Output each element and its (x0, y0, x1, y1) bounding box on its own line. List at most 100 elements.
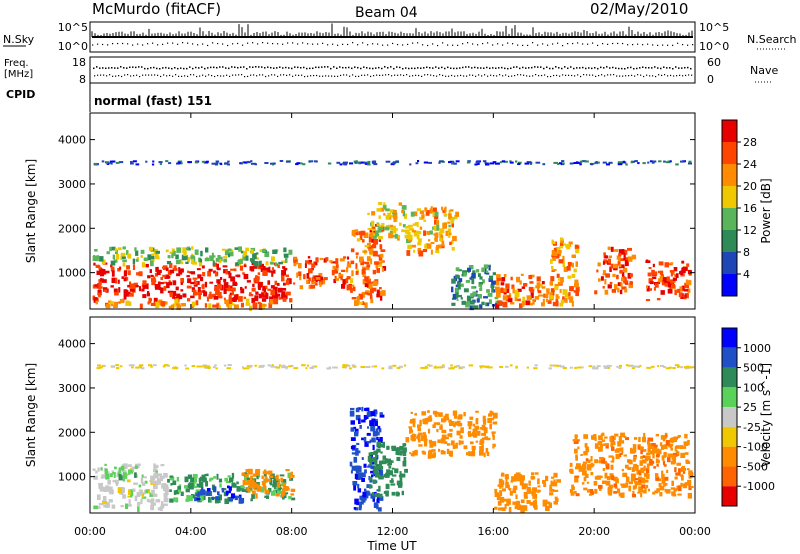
frequency-sample (477, 67, 479, 69)
power-cell (169, 262, 173, 269)
power-cell (451, 297, 456, 300)
nave-sample (331, 75, 333, 77)
vel-cell (449, 421, 455, 424)
vel-cell (557, 364, 562, 367)
vel-cell (461, 366, 465, 369)
vel-cell (109, 473, 113, 477)
power-cell (417, 247, 422, 253)
vel-cell (586, 481, 590, 484)
power-cell (198, 262, 203, 267)
power-cell (123, 270, 127, 277)
power-cell (117, 247, 122, 251)
frequency-sample (162, 67, 164, 69)
power-cell (305, 260, 310, 264)
vel-cell (369, 420, 373, 426)
nave-sample (595, 75, 597, 78)
power-cell (524, 162, 530, 165)
power-cell (367, 160, 371, 163)
frequency-sample (327, 66, 329, 68)
power-cell (187, 298, 191, 302)
vel-cell (230, 493, 236, 499)
nave-sample (406, 74, 408, 76)
vel-cell (453, 415, 458, 419)
power-cell (261, 292, 264, 297)
power-cell (341, 284, 346, 289)
power-cell (378, 290, 382, 297)
vel-cell (553, 472, 558, 478)
power-cell (550, 276, 555, 282)
vel-cell (264, 489, 270, 494)
power-cell (197, 290, 202, 295)
vel-cell (529, 501, 534, 506)
nave-sample (304, 75, 306, 78)
frequency-sample (579, 67, 581, 69)
power-cell (410, 211, 415, 217)
vel-cell (355, 414, 361, 421)
power-cell (407, 224, 413, 228)
power-cell (162, 265, 168, 271)
power-cell (530, 274, 535, 278)
vel-cell (629, 364, 633, 367)
power-cell (121, 256, 126, 259)
power-cell (555, 294, 559, 300)
power-cell (684, 294, 687, 298)
frequency-sample (543, 67, 545, 70)
power-cell (389, 209, 395, 213)
power-cell (574, 282, 579, 288)
power-cell (369, 229, 373, 233)
frequency-sample (93, 67, 95, 70)
power-cell (606, 163, 610, 166)
power-cell (205, 160, 209, 163)
vel-cell (670, 447, 673, 451)
vel-cell (227, 490, 232, 494)
power-cell (482, 279, 485, 284)
frequency-sample (159, 67, 161, 70)
power-cell (477, 273, 481, 277)
vel-cell (118, 467, 122, 471)
power-cell (364, 283, 370, 288)
power-cell (130, 161, 133, 163)
power-cell (516, 276, 520, 283)
search-noise-sample (117, 42, 119, 45)
vel-cell (452, 444, 456, 449)
power-cell (345, 278, 349, 284)
power-cell (632, 160, 635, 163)
nave-sample (229, 75, 231, 77)
frequency-sample (564, 66, 566, 68)
nave-label: Nave (750, 64, 778, 77)
vel-cell (399, 445, 404, 451)
nave-sample (190, 74, 192, 76)
power-cell (434, 227, 440, 231)
vel-cell (141, 474, 144, 478)
vel-cell (619, 447, 622, 452)
nave-sample (439, 74, 441, 76)
power-cell (560, 299, 565, 304)
power-cell (563, 243, 567, 246)
vel-cell (375, 452, 378, 458)
vel-cell (191, 365, 196, 367)
power-cell (155, 266, 159, 272)
vel-cell (639, 460, 643, 466)
vel-cell (380, 451, 383, 454)
vel-cell (512, 488, 517, 494)
power-cell (194, 161, 199, 164)
vel-cell (128, 489, 131, 495)
power-cell (273, 249, 278, 254)
power-cell (436, 232, 439, 238)
nave-sample (388, 74, 390, 76)
vel-cell (468, 452, 472, 457)
vel-cell (187, 495, 193, 502)
vel-cell (157, 478, 161, 485)
vel-cell (609, 484, 614, 489)
power-cell (346, 276, 351, 280)
vel-cell (475, 419, 479, 425)
nave-sample (625, 75, 627, 77)
power-cell (562, 296, 565, 302)
vel-cell (432, 424, 436, 428)
power-cell (602, 270, 606, 274)
power-cell (451, 162, 454, 165)
power-cell (123, 277, 127, 282)
vel-cell (190, 477, 195, 482)
freq-label: Freq. (4, 58, 29, 69)
power-cell (378, 223, 381, 226)
